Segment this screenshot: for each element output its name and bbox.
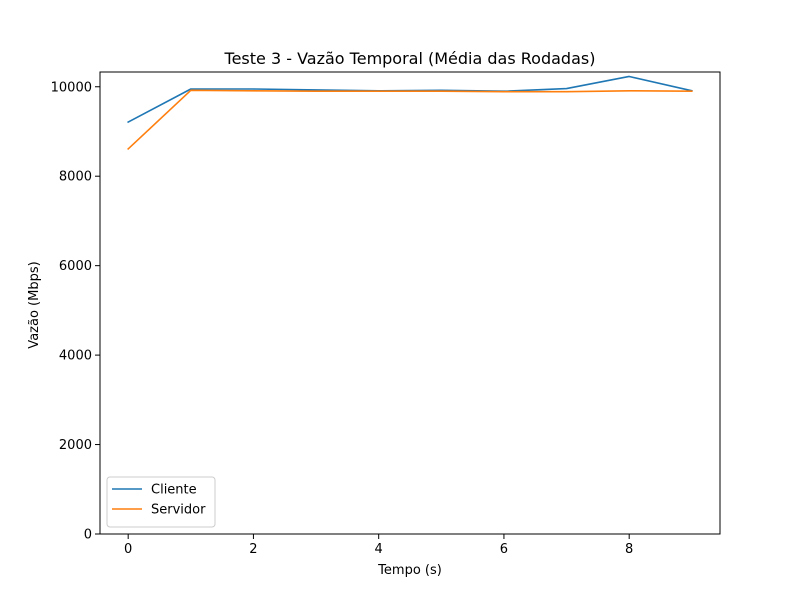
- x-tick-label: 2: [249, 542, 257, 557]
- y-tick-label: 4000: [59, 349, 92, 364]
- plot-area: [127, 75, 693, 151]
- chart-title: Teste 3 - Vazão Temporal (Média das Roda…: [224, 49, 596, 68]
- y-axis-label: Vazão (Mbps): [27, 261, 42, 348]
- y-tick-label: 8000: [59, 170, 92, 185]
- x-tick-label: 6: [500, 542, 508, 557]
- x-tick-label: 8: [625, 542, 633, 557]
- plot-frame: [99, 71, 721, 535]
- x-tick-label: 0: [124, 542, 132, 557]
- y-tick-label: 10000: [51, 80, 92, 95]
- legend-label-servidor: Servidor: [151, 503, 206, 518]
- y-tick-label: 6000: [59, 259, 92, 274]
- y-tick-label: 2000: [59, 438, 92, 453]
- legend-label-cliente: Cliente: [151, 483, 197, 498]
- legend: Cliente Servidor: [106, 476, 216, 528]
- series-line-servidor: [127, 89, 693, 151]
- x-tick-label: 4: [375, 542, 383, 557]
- x-axis-label: Tempo (s): [377, 563, 442, 578]
- y-tick-label: 0: [84, 528, 92, 543]
